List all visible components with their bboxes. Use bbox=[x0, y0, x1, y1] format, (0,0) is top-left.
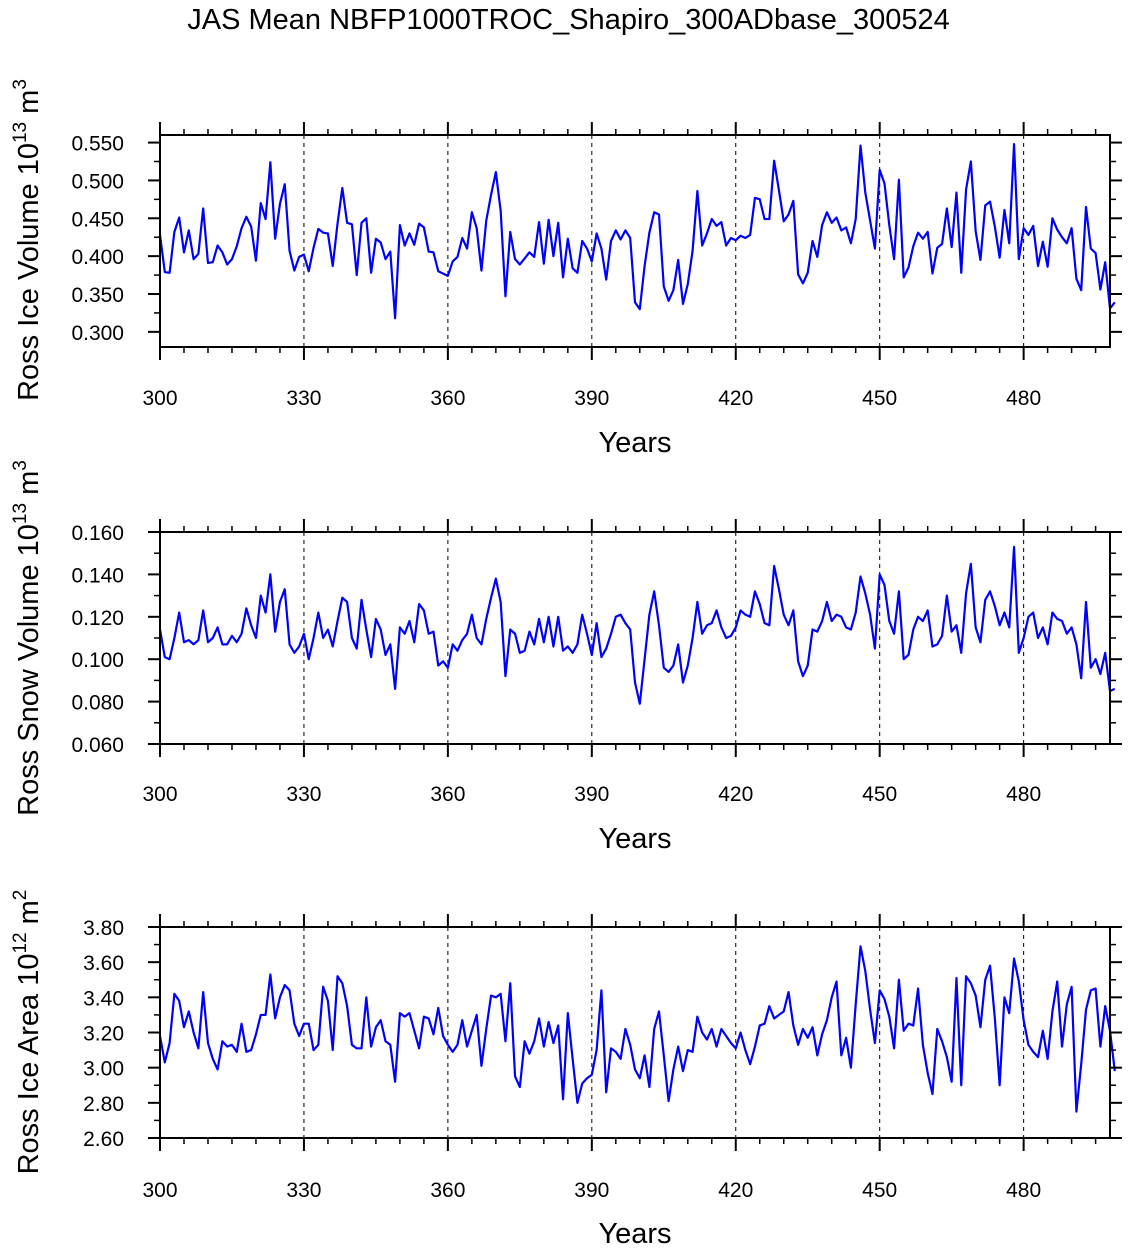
y-tick-label: 3.20 bbox=[83, 1023, 124, 1046]
x-tick-label: 450 bbox=[862, 1179, 897, 1202]
x-tick-label: 420 bbox=[718, 783, 753, 806]
chart-panel-2: 0.160 0.140 0.120 0.100 0.080 0.060 300 330 360 3… bbox=[10, 460, 1122, 855]
x-tick-label: 480 bbox=[1006, 387, 1041, 410]
y-tick-label: 0.400 bbox=[71, 246, 124, 269]
y-tick-label: 0.500 bbox=[71, 170, 124, 193]
x-tick-label: 390 bbox=[574, 783, 609, 806]
y-tick-label: 2.60 bbox=[83, 1128, 124, 1151]
x-tick-label: 330 bbox=[286, 387, 321, 410]
y-axis-title: Ross Ice Area 1012 m2 bbox=[10, 890, 45, 1175]
x-tick-label: 390 bbox=[574, 1179, 609, 1202]
x-tick-label: 450 bbox=[862, 783, 897, 806]
plot-frame bbox=[159, 926, 1111, 1139]
y-tick-label: 0.160 bbox=[71, 522, 124, 545]
plot-frame bbox=[159, 134, 1111, 348]
y-tick-label: 3.60 bbox=[83, 952, 124, 975]
x-tick-label: 480 bbox=[1006, 1179, 1041, 1202]
y-tick-label: 0.300 bbox=[71, 322, 124, 345]
x-tick-label: 330 bbox=[286, 783, 321, 806]
y-tick-label: 0.060 bbox=[71, 734, 124, 757]
y-tick-label: 3.00 bbox=[83, 1058, 124, 1081]
x-axis-title: Years bbox=[598, 823, 671, 855]
x-tick-label: 300 bbox=[142, 1179, 177, 1202]
series-line bbox=[158, 945, 1116, 1113]
x-tick-label: 390 bbox=[574, 387, 609, 410]
y-tick-label: 2.80 bbox=[83, 1093, 124, 1116]
y-tick-label: 0.080 bbox=[71, 692, 124, 715]
y-tick-label: 3.40 bbox=[83, 987, 124, 1010]
y-tick-label: 0.140 bbox=[71, 564, 124, 587]
y-tick-label: 0.350 bbox=[71, 284, 124, 307]
y-tick-label: 0.450 bbox=[71, 208, 124, 231]
series-line bbox=[158, 142, 1116, 320]
x-tick-label: 420 bbox=[718, 387, 753, 410]
x-axis-title: Years bbox=[598, 1218, 671, 1250]
y-tick-label: 3.80 bbox=[83, 917, 124, 940]
x-tick-label: 360 bbox=[430, 783, 465, 806]
x-tick-label: 330 bbox=[286, 1179, 321, 1202]
x-axis-title: Years bbox=[598, 427, 671, 459]
x-tick-label: 300 bbox=[142, 387, 177, 410]
series-line bbox=[158, 545, 1116, 705]
x-tick-label: 300 bbox=[142, 783, 177, 806]
chart-panel-3: 3.80 3.60 3.40 3.20 3.00 2.80 2.60 300 330 360 390… bbox=[10, 890, 1122, 1250]
x-tick-label: 480 bbox=[1006, 783, 1041, 806]
y-tick-label: 0.550 bbox=[71, 133, 124, 156]
x-tick-label: 450 bbox=[862, 387, 897, 410]
chart-panel-1: 0.550 0.500 0.450 0.400 0.350 0.300 300 330 360 3… bbox=[10, 79, 1122, 459]
x-tick-label: 360 bbox=[430, 387, 465, 410]
y-axis-title: Ross Snow Volume 1013 m3 bbox=[10, 460, 45, 816]
y-tick-label: 0.100 bbox=[71, 649, 124, 672]
y-tick-label: 0.120 bbox=[71, 607, 124, 630]
x-tick-label: 420 bbox=[718, 1179, 753, 1202]
y-axis-title: Ross Ice Volume 1013 m3 bbox=[10, 79, 45, 401]
page-title: JAS Mean NBFP1000TROC_Shapiro_300ADbase_… bbox=[187, 4, 950, 36]
x-tick-label: 360 bbox=[430, 1179, 465, 1202]
